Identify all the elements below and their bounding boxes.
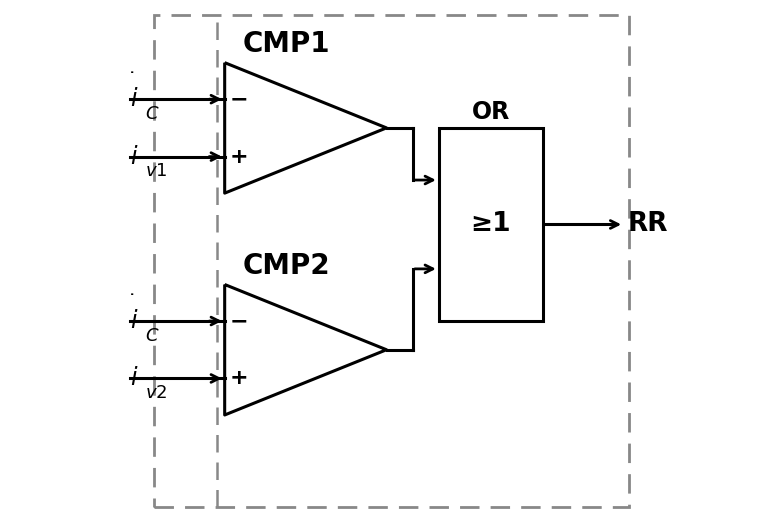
- Text: ≥1: ≥1: [471, 211, 511, 238]
- Text: −: −: [230, 311, 249, 331]
- Text: ˙: ˙: [127, 71, 137, 91]
- Text: $i$: $i$: [130, 87, 138, 111]
- Text: $C$: $C$: [145, 105, 160, 123]
- Text: $i$: $i$: [130, 309, 138, 333]
- Text: $i$: $i$: [130, 145, 138, 169]
- Text: $C$: $C$: [145, 327, 160, 345]
- Text: OR: OR: [472, 100, 510, 124]
- Text: +: +: [230, 369, 249, 388]
- Text: $v1$: $v1$: [145, 162, 168, 180]
- Bar: [439, 128, 543, 321]
- Text: RR: RR: [628, 211, 668, 238]
- Text: $v2$: $v2$: [145, 384, 168, 402]
- Text: CMP2: CMP2: [243, 252, 331, 280]
- Text: CMP1: CMP1: [243, 30, 330, 58]
- Text: $i$: $i$: [130, 366, 138, 390]
- Text: ˙: ˙: [127, 293, 137, 313]
- Text: +: +: [230, 147, 249, 167]
- Text: −: −: [230, 89, 249, 109]
